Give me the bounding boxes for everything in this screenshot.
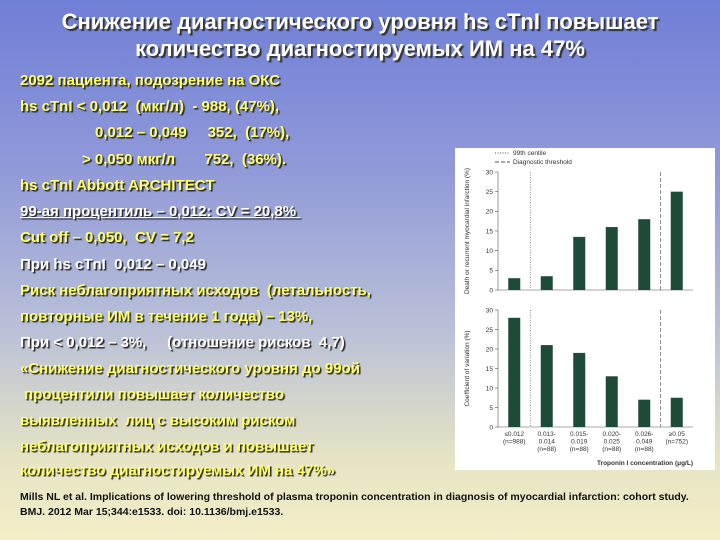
y-tick-label: 0: [489, 287, 493, 294]
bar: [638, 399, 651, 427]
text-line: процентили повышает количество: [20, 386, 284, 403]
text-line: Cut off – 0,050, CV = 7,2: [20, 229, 194, 246]
bar: [508, 317, 521, 427]
y-tick-label: 10: [486, 248, 494, 255]
bar: [540, 276, 553, 290]
y-tick-label: 10: [486, 385, 494, 392]
x-tick-label: 0.013-0.014: [538, 431, 556, 446]
text-line: 0,012 – 0,049 352, (17%),: [95, 124, 290, 141]
y-tick-label: 15: [486, 228, 494, 235]
x-tick-label-line: 0.049: [636, 439, 653, 446]
bar: [638, 219, 651, 290]
legend-label: 99th centile: [513, 150, 547, 157]
citation: Mills NL et al. Implications of lowering…: [20, 491, 689, 518]
x-tick-label-line: ≤0.012: [504, 431, 524, 438]
x-tick-label: ≤0.012: [504, 431, 524, 438]
text-line: «Снижение диагностического уровня до 99о…: [20, 360, 360, 377]
y-tick-label: 20: [486, 209, 494, 216]
bar: [573, 236, 586, 290]
x-tick-label-line: 0.014: [539, 439, 556, 446]
text-line: количество диагностируемых ИМ на 47%»: [20, 462, 336, 479]
legend-label: Diagnostic threshold: [513, 159, 572, 166]
x-tick-label-line: 0.026-: [635, 431, 653, 438]
bar: [670, 191, 683, 290]
text-line: неблагоприятных исходов и повышает: [20, 438, 314, 455]
text-line: При < 0,012 – 3%, (отношение рисков 4,7): [20, 334, 345, 351]
y-tick-label: 30: [486, 169, 494, 176]
x-tick-count: (n=88): [635, 446, 654, 453]
x-axis-title: Troponin I concentration (μg/L): [597, 460, 693, 467]
y-tick-label: 5: [489, 268, 493, 275]
bar: [573, 352, 586, 427]
bar: [605, 227, 618, 290]
bar: [670, 397, 683, 427]
y-axis-title: Coefficient of variation (%): [464, 330, 471, 406]
text-line: hs cTnI Abbott ARCHITECT: [20, 177, 215, 194]
y-tick-label: 0: [489, 424, 493, 431]
y-tick-label: 25: [486, 189, 494, 196]
x-tick-count: (n=752): [665, 439, 688, 446]
x-tick-label-line: 0.019: [571, 439, 588, 446]
y-axis-title: Death or recurrent myocardial infarction…: [464, 168, 471, 294]
x-tick-label: 0.015-0.019: [570, 431, 588, 446]
text-line: повторные ИМ в течение 1 года) – 13%,: [20, 308, 313, 325]
text-line: При hs cTnI 0,012 – 0,049: [20, 256, 206, 273]
x-tick-label-line: ≥0.05: [669, 431, 686, 438]
text-line: 99-ая процентиль – 0,012: CV = 20,8%: [20, 203, 301, 220]
bar: [508, 278, 521, 290]
x-tick-count: (n=988): [503, 439, 526, 446]
text-line: hs cTnI < 0,012 (мкг/л) - 988, (47%),: [20, 98, 280, 115]
figure: 99th centile Diagnostic threshold 0 5 10 15…: [455, 148, 715, 470]
text-line: 2092 пациента, подозрение на ОКС: [20, 72, 281, 89]
text-line: Риск неблагоприятных исходов (летальност…: [20, 282, 371, 299]
bar: [605, 376, 618, 427]
text-line: > 0,050 мкг/л 752, (36%).: [82, 151, 287, 168]
text-line: выявленных лиц с высоким риском: [20, 412, 296, 429]
x-tick-label-line: 0.025: [604, 439, 621, 446]
x-tick-label-line: 0.013-: [538, 431, 556, 438]
y-tick-label: 5: [489, 405, 493, 412]
slide-title: Снижение диагностического уровня hs cTnI…: [61, 9, 659, 61]
x-tick-label: 0.020-0.025: [603, 431, 621, 446]
x-tick-label: 0.026-0.049: [635, 431, 653, 446]
y-tick-label: 25: [486, 327, 494, 334]
x-tick-label-line: 0.015-: [570, 431, 588, 438]
y-tick-label: 30: [486, 307, 494, 314]
x-tick-label: ≥0.05: [669, 431, 686, 438]
x-tick-count: (n=88): [537, 446, 556, 453]
x-tick-label-line: 0.020-: [603, 431, 621, 438]
y-tick-label: 15: [486, 366, 494, 373]
bar: [540, 345, 553, 427]
x-tick-count: (n=88): [602, 446, 621, 453]
y-tick-label: 20: [486, 346, 494, 353]
x-tick-count: (n=88): [570, 446, 589, 453]
